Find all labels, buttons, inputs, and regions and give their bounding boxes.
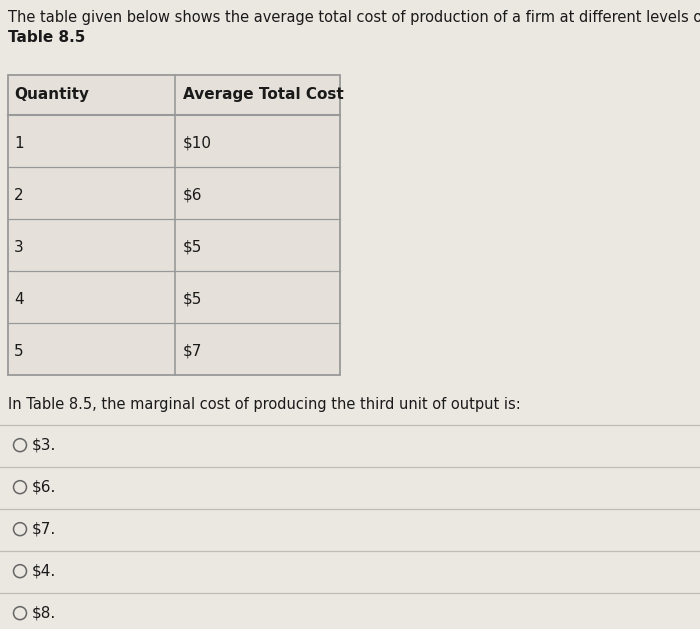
- Text: Quantity: Quantity: [14, 87, 89, 103]
- Text: $8.: $8.: [32, 606, 56, 621]
- Text: $5: $5: [183, 292, 202, 307]
- Bar: [8, 75, 340, 375]
- Text: Average Total Cost: Average Total Cost: [183, 87, 344, 103]
- Text: $10: $10: [183, 136, 212, 151]
- Text: 5: 5: [14, 344, 24, 359]
- Text: $3.: $3.: [32, 438, 56, 453]
- Text: 1: 1: [14, 136, 24, 151]
- Text: 4: 4: [14, 292, 24, 307]
- Bar: [8, 75, 340, 375]
- Text: In Table 8.5, the marginal cost of producing the third unit of output is:: In Table 8.5, the marginal cost of produ…: [8, 397, 521, 412]
- Text: $7: $7: [183, 344, 202, 359]
- Text: $6: $6: [183, 188, 202, 203]
- Text: 2: 2: [14, 188, 24, 203]
- Text: $4.: $4.: [32, 564, 56, 579]
- Text: $5: $5: [183, 240, 202, 255]
- Text: The table given below shows the average total cost of production of a firm at di: The table given below shows the average …: [8, 10, 700, 25]
- Text: 3: 3: [14, 240, 24, 255]
- Text: $7.: $7.: [32, 521, 56, 537]
- Text: Table 8.5: Table 8.5: [8, 30, 85, 45]
- Text: $6.: $6.: [32, 480, 56, 494]
